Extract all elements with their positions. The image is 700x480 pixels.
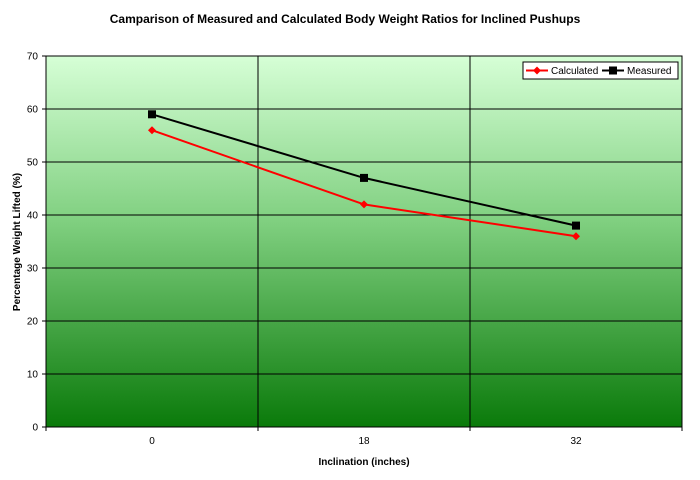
tick-labels: 0 10 20 30 40 50 60 70 0 18 32 [27,52,582,448]
data-point-calculated [572,232,580,241]
chart-title: Camparison of Measured and Calculated Bo… [110,12,581,26]
y-tick-label: 60 [27,105,39,116]
y-tick-label: 50 [27,158,39,169]
y-tick-label: 40 [27,211,39,222]
legend-swatch-marker [533,66,541,75]
data-point-measured [148,110,156,119]
legend-entry-calculated: Calculated [551,66,598,77]
x-tick-label: 32 [570,436,582,447]
legend-swatch-marker [609,66,617,75]
y-tick-label: 70 [27,52,39,63]
legend: Calculated Measured [522,61,679,80]
y-tick-label: 20 [27,317,39,328]
grid-lines [46,55,682,427]
data-point-measured [572,221,580,230]
legend-entry-measured: Measured [627,66,671,77]
data-point-calculated [148,126,156,135]
data-point-calculated [360,200,368,209]
y-tick-label: 10 [27,370,39,381]
series-lines [148,110,580,241]
axes [42,55,683,431]
y-tick-label: 0 [32,423,38,434]
y-axis-label: Percentage Weight Lifted (%) [12,173,23,311]
plot-area [45,55,683,428]
data-point-measured [360,173,368,182]
x-axis-label: Inclination (inches) [318,457,409,468]
y-tick-label: 30 [27,264,39,275]
x-tick-label: 0 [149,436,155,447]
x-tick-label: 18 [358,436,370,447]
legend-box [522,61,679,80]
